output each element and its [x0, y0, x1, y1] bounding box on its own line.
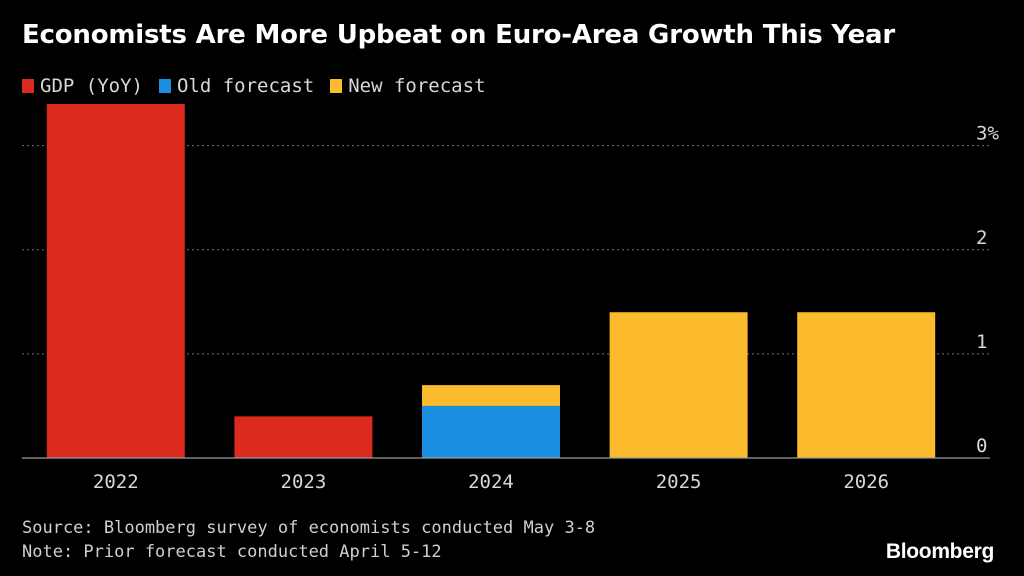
- y-tick-label: 0: [976, 435, 987, 457]
- bar-2024-old-forecast: [422, 405, 560, 458]
- footnote: Note: Prior forecast conducted April 5-1…: [22, 542, 442, 562]
- y-tick-label: 3%: [976, 123, 999, 145]
- legend-item-new-forecast: New forecast: [330, 75, 486, 97]
- x-tick-label: 2024: [468, 471, 514, 493]
- bars: [46, 104, 936, 458]
- bar-2024-new-forecast: [422, 385, 560, 406]
- axes: 0 1 2 3% 2022 2023 2024 2025 2026: [22, 123, 999, 493]
- legend-label-gdp: GDP (YoY): [40, 75, 143, 97]
- legend-item-old-forecast: Old forecast: [158, 75, 315, 97]
- bar-2023-gdp-yoy: [234, 416, 373, 458]
- x-tick-label: 2025: [656, 471, 702, 493]
- legend-label-old-forecast: Old forecast: [176, 75, 315, 97]
- legend-swatch-old-forecast: [158, 79, 171, 93]
- chart-legend: GDP (YoY) Old forecast New forecast: [22, 75, 502, 97]
- y-tick-label: 1: [976, 331, 987, 353]
- x-tick-label: 2026: [843, 471, 889, 493]
- legend-swatch-gdp: [22, 79, 34, 93]
- legend-swatch-new-forecast: [330, 79, 343, 93]
- bloomberg-logo: Bloomberg: [885, 540, 994, 563]
- chart-title: Economists Are More Upbeat on Euro-Area …: [22, 20, 896, 50]
- bar-2026-new-forecast: [797, 312, 936, 458]
- x-tick-label: 2022: [93, 471, 139, 493]
- bar-2022-gdp-yoy: [46, 104, 185, 458]
- legend-label-new-forecast: New forecast: [348, 75, 486, 97]
- legend-item-gdp: GDP (YoY): [22, 75, 143, 97]
- y-tick-label: 2: [976, 227, 987, 249]
- bar-2025-new-forecast: [609, 312, 748, 458]
- x-tick-label: 2023: [281, 471, 327, 493]
- source-note: Source: Bloomberg survey of economists c…: [22, 518, 596, 538]
